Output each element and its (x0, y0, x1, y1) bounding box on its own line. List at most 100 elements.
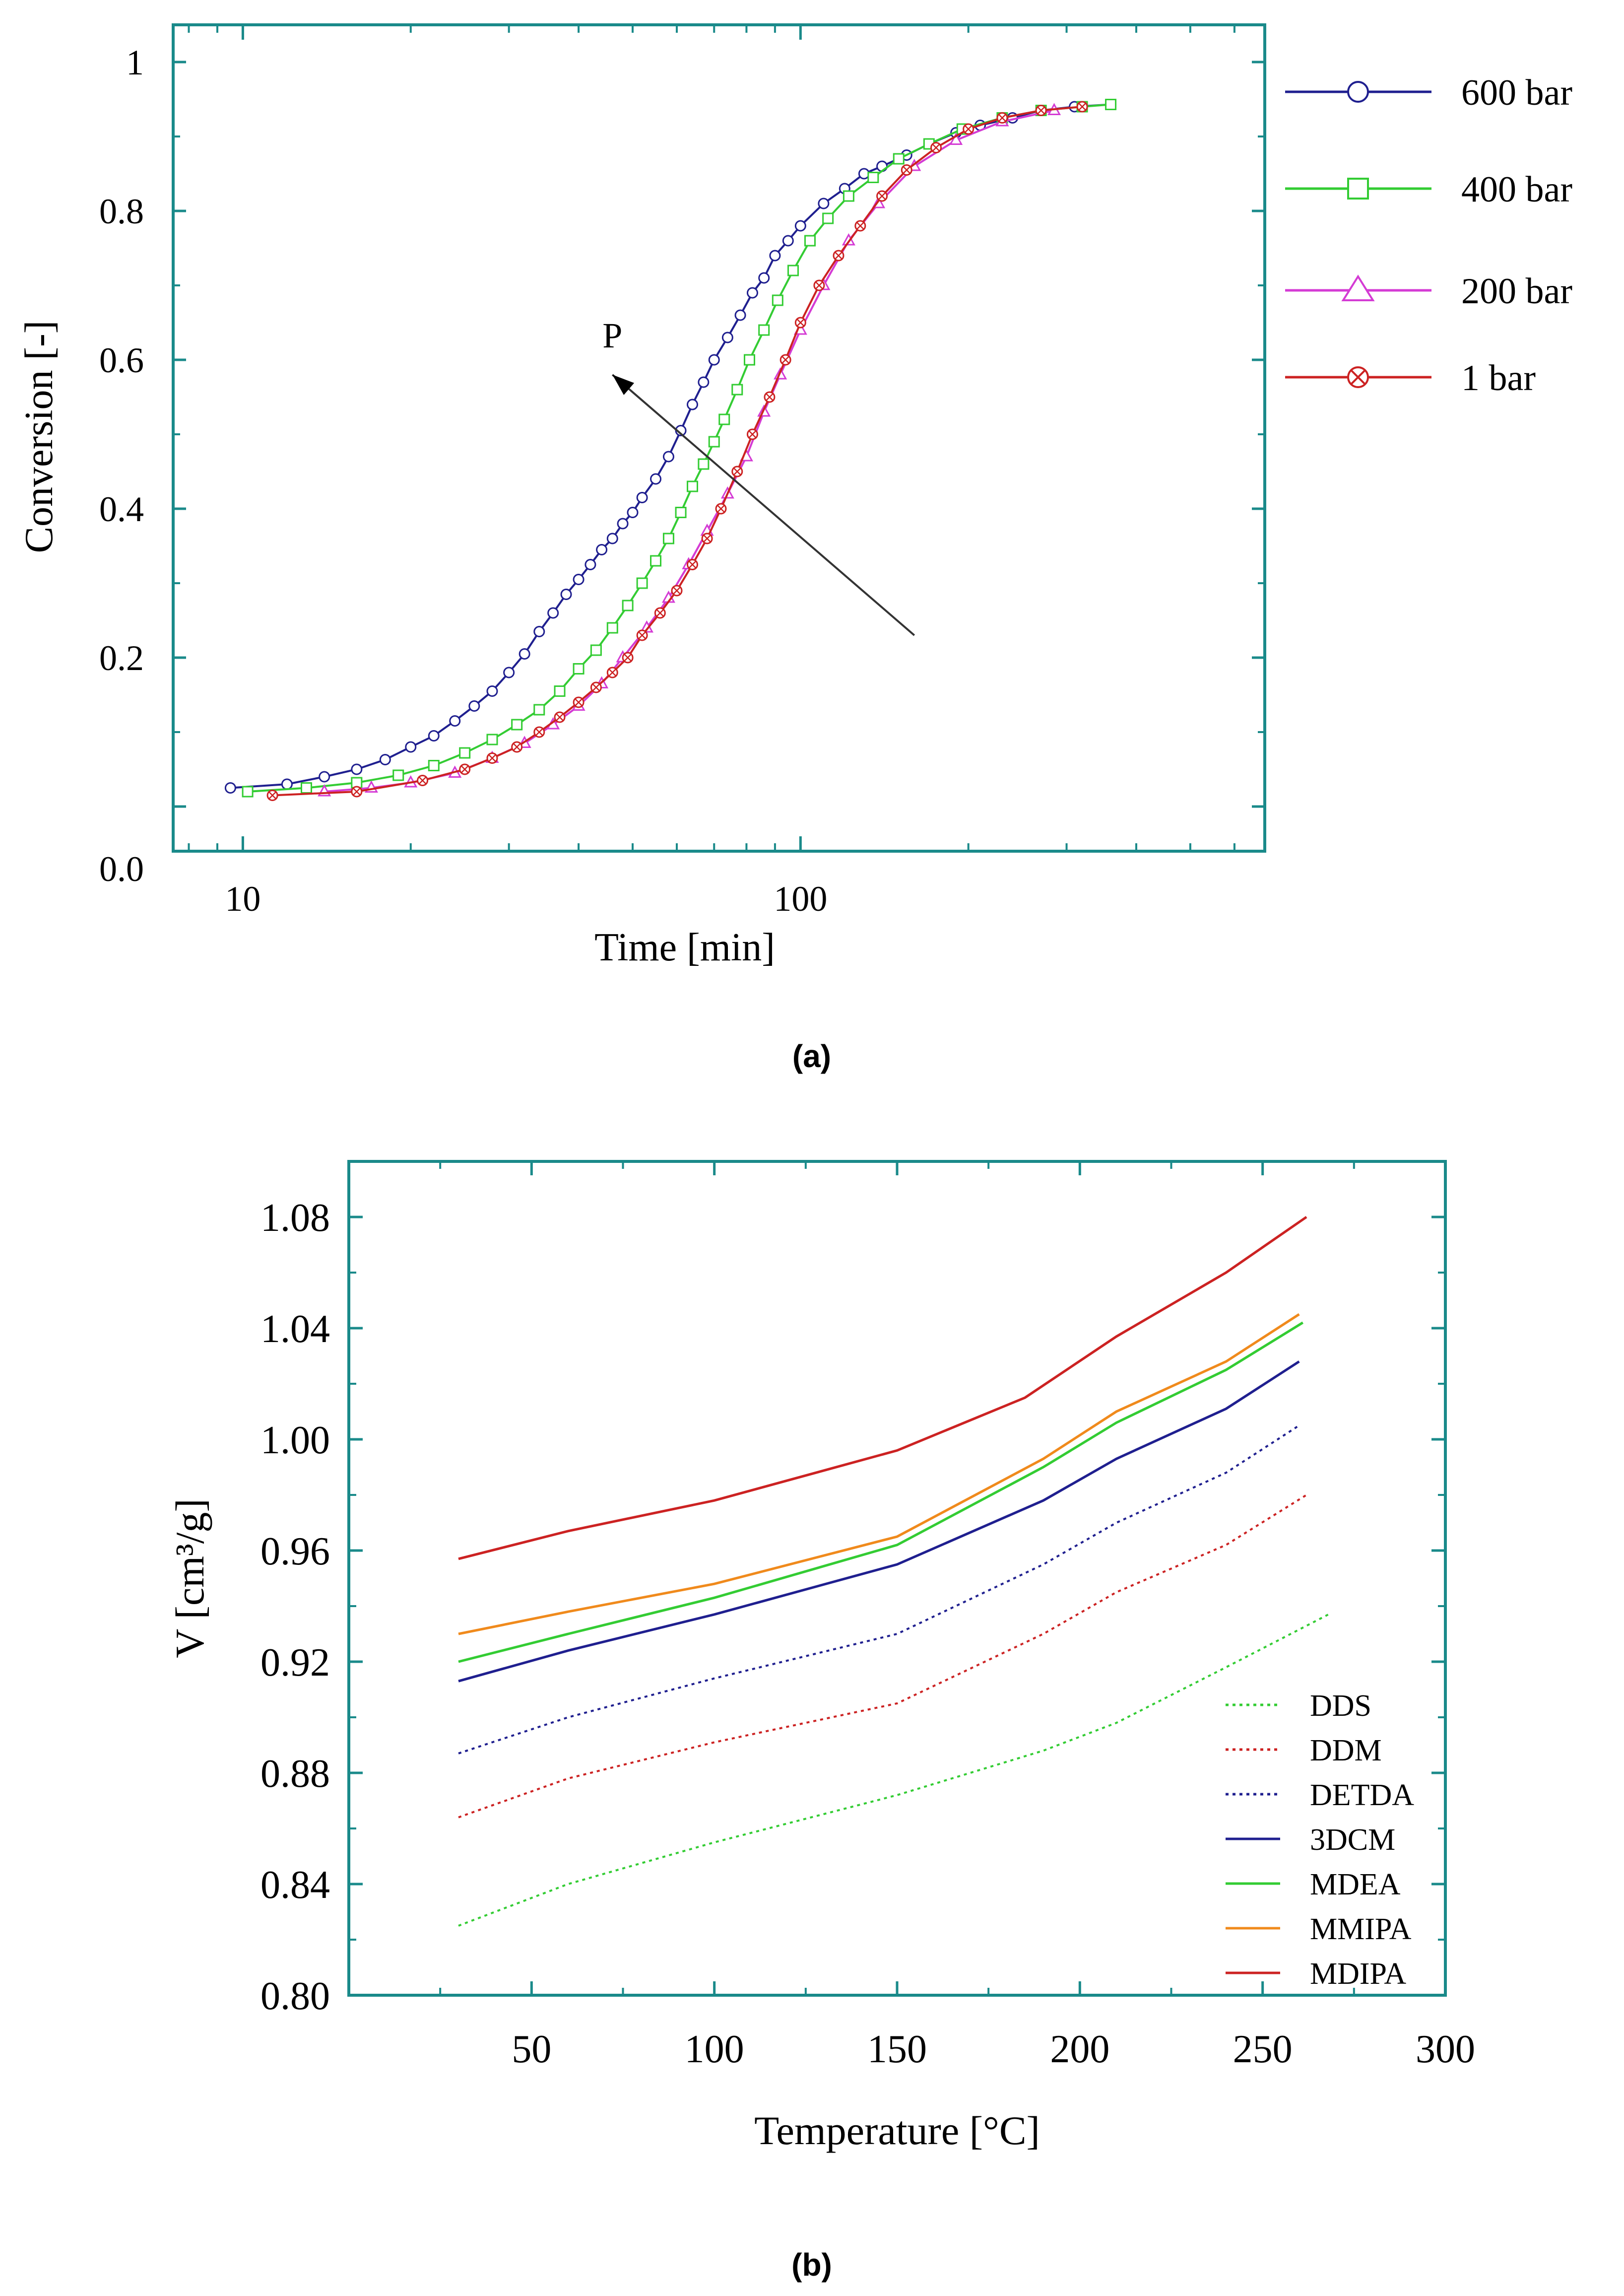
data-point (606, 622, 618, 634)
data-point (606, 533, 618, 544)
data-point-cross (624, 654, 632, 662)
data-point (300, 782, 312, 794)
data-point (746, 287, 758, 299)
data-point (662, 451, 674, 463)
data-point (769, 250, 781, 262)
data-point (662, 533, 674, 544)
legend-label: DETDA (1310, 1778, 1414, 1812)
data-point-cross (749, 430, 756, 438)
data-point (617, 518, 629, 530)
chart-b-xlabel: Temperature [°C] (754, 2108, 1040, 2153)
data-point (428, 730, 440, 742)
legend-entry-DDS: DDS (1226, 1689, 1371, 1723)
data-point-cross (353, 788, 361, 796)
y-tick-label: 1 (126, 43, 144, 82)
data-point (468, 700, 480, 712)
series-line-MDIPA (458, 1216, 1307, 1560)
y-tick-label: 0.4 (99, 489, 144, 529)
x-tick-label: 250 (1233, 2027, 1293, 2071)
legend-marker (1347, 81, 1369, 103)
series-line-MMIPA (458, 1313, 1300, 1635)
data-point-cross (592, 683, 600, 691)
data-point (486, 685, 498, 697)
data-point (622, 600, 634, 611)
data-point (686, 480, 698, 492)
data-point-cross (815, 281, 823, 289)
chart-b-ylabel: V [cm³/g] (167, 1498, 212, 1658)
data-point-cross (965, 125, 973, 133)
data-point (573, 663, 585, 675)
data-point (698, 376, 710, 388)
data-point (843, 190, 854, 202)
legend-entry-400-bar: 400 bar (1285, 169, 1572, 210)
series-600-bar (224, 99, 1117, 794)
y-tick-label: 0.80 (260, 1974, 330, 2018)
legend-label: 1 bar (1461, 358, 1536, 399)
chart-a-annotation: P (602, 316, 915, 636)
chart-a-plot-frame (172, 23, 1266, 853)
data-point (405, 741, 417, 753)
y-tick-label: 0.92 (260, 1641, 330, 1685)
data-point (650, 473, 662, 485)
legend-marker-cross (1350, 369, 1366, 385)
data-point (675, 507, 687, 518)
chart-b-ticks: 0.80 0.84 0.88 0.92 0.96 1.00 1.04 1.08 50 100 150… (260, 1161, 1475, 2071)
data-point (731, 384, 743, 396)
series-line-DDS (458, 1614, 1329, 1927)
chart-a: 0.0 0.2 0.4 0.6 0.8 1 10 100 P 600 bar 400 bar 20… (17, 23, 1572, 1074)
data-point (596, 544, 608, 555)
data-point (554, 685, 566, 697)
y-tick-label: 0.2 (99, 638, 144, 678)
data-point-cross (638, 631, 646, 639)
y-tick-label: 1.00 (260, 1418, 330, 1462)
x-tick-label: 10 (225, 879, 260, 919)
data-point (804, 235, 816, 247)
pressure-arrow-label: P (602, 316, 622, 355)
data-point (627, 507, 639, 518)
data-point (636, 492, 648, 503)
data-point (708, 436, 720, 448)
data-point (449, 715, 461, 727)
data-point (547, 607, 559, 619)
chart-a-ticks: 0.0 0.2 0.4 0.6 0.8 1 10 100 (99, 25, 1265, 919)
data-point-cross (608, 669, 616, 676)
data-point-cross (1078, 103, 1086, 111)
legend-label: MMIPA (1310, 1912, 1412, 1946)
legend-label: 600 bar (1461, 72, 1572, 113)
data-point (842, 233, 855, 246)
series-line (247, 103, 1111, 793)
data-point (573, 574, 585, 585)
data-point (319, 771, 330, 783)
data-point (949, 133, 963, 145)
x-tick-label: 150 (867, 2027, 927, 2071)
data-point (698, 458, 710, 470)
legend-label: 3DCM (1310, 1823, 1395, 1857)
legend-entry-DETDA: DETDA (1226, 1778, 1414, 1812)
chart-b: 0.80 0.84 0.88 0.92 0.96 1.00 1.04 1.08 50 100 150… (167, 1160, 1475, 2283)
data-point-cross (461, 765, 469, 773)
legend-entry-600-bar: 600 bar (1285, 72, 1572, 113)
data-point-cross (656, 609, 664, 617)
data-point (758, 324, 770, 336)
legend-entry-MDIPA: MDIPA (1226, 1957, 1406, 1991)
data-point (758, 272, 770, 284)
pressure-arrow-line (611, 374, 915, 636)
data-point (281, 778, 293, 790)
legend-entry-1-bar: 1 bar (1285, 358, 1536, 399)
data-point (511, 719, 523, 731)
y-tick-label: 0.0 (99, 849, 144, 889)
data-point (787, 265, 799, 276)
data-point-cross (835, 252, 843, 260)
data-point-cross (703, 535, 711, 542)
x-tick-label: 50 (512, 2027, 551, 2071)
series-line (230, 103, 1111, 789)
data-point (893, 153, 905, 165)
data-point-cross (673, 587, 681, 595)
data-point (590, 644, 602, 656)
data-point-cross (689, 561, 696, 568)
y-tick-label: 0.88 (260, 1752, 330, 1796)
x-tick-label: 200 (1050, 2027, 1109, 2071)
data-point (718, 413, 730, 425)
y-tick-label: 0.6 (99, 340, 144, 380)
